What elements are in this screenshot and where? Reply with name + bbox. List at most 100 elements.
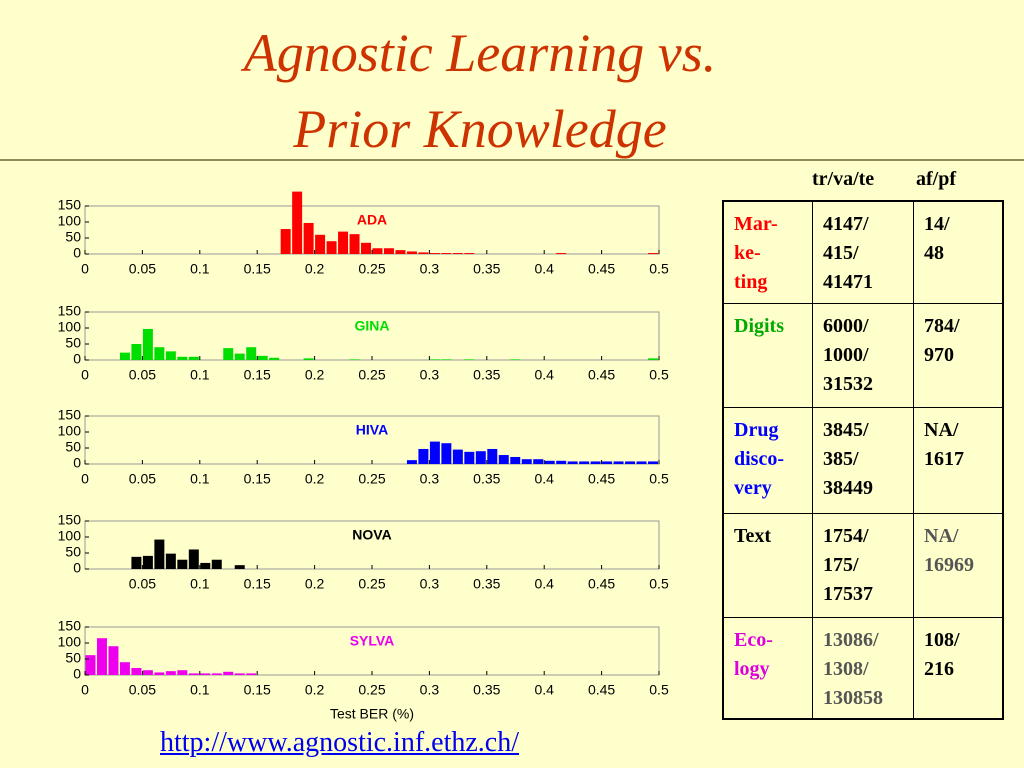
bar xyxy=(648,253,658,254)
x-tick-label: 0.05 xyxy=(129,471,156,487)
bar xyxy=(579,461,590,464)
table-cell: Digits xyxy=(722,302,813,408)
bar xyxy=(395,250,406,254)
x-tick-label: 0.1 xyxy=(190,682,210,698)
bar xyxy=(441,359,452,360)
slide-title: Agnostic Learning vs. xyxy=(243,23,717,83)
bar xyxy=(464,451,475,464)
bar xyxy=(108,646,119,675)
table-header: af/pf xyxy=(916,168,956,190)
y-tick-label: 150 xyxy=(58,197,82,213)
y-tick-label: 100 xyxy=(58,213,82,229)
bar xyxy=(223,671,234,675)
x-tick-label: 0.4 xyxy=(534,576,554,592)
x-tick-label: 0.5 xyxy=(649,367,669,383)
bar xyxy=(498,455,509,464)
x-tick-label: 0.2 xyxy=(305,576,325,592)
x-tick-label: 0.3 xyxy=(420,471,440,487)
bar xyxy=(96,638,107,675)
x-tick-label: 0.5 xyxy=(649,682,669,698)
y-tick-label: 150 xyxy=(58,618,82,634)
x-tick-label: 0.25 xyxy=(358,576,385,592)
bar xyxy=(441,443,452,464)
bar xyxy=(429,359,440,360)
bar xyxy=(154,672,165,675)
x-tick-label: 0.5 xyxy=(649,576,669,592)
chart-title: ADA xyxy=(357,212,387,228)
x-tick-label: 0.35 xyxy=(473,576,500,592)
bar xyxy=(154,539,165,569)
bar xyxy=(464,359,475,360)
bar xyxy=(372,248,383,254)
bar xyxy=(556,460,567,464)
x-tick-label: 0.35 xyxy=(473,682,500,698)
x-tick-label: 0.35 xyxy=(473,367,500,383)
y-tick-label: 0 xyxy=(73,351,81,367)
x-tick-label: 0.1 xyxy=(190,471,210,487)
bar xyxy=(475,451,486,464)
chart-title: NOVA xyxy=(352,527,391,543)
bar xyxy=(590,461,601,464)
bar xyxy=(154,347,165,360)
bar xyxy=(315,234,326,254)
link[interactable]: http://www.agnostic.inf.ethz.ch/ xyxy=(160,727,519,758)
bar xyxy=(326,241,337,254)
bar xyxy=(648,358,658,360)
x-tick-label: 0.35 xyxy=(473,261,500,277)
x-tick-label: 0.1 xyxy=(190,367,210,383)
x-tick-label: 0.05 xyxy=(129,261,156,277)
x-tick-label: 0.4 xyxy=(534,682,554,698)
bar xyxy=(521,459,532,464)
y-tick-label: 0 xyxy=(73,666,81,682)
bar xyxy=(567,461,578,464)
bar xyxy=(452,449,463,464)
bar xyxy=(177,670,188,675)
bar xyxy=(418,252,429,254)
bar xyxy=(188,549,199,569)
table-cell: 108/ 216 xyxy=(913,616,1004,720)
y-tick-label: 50 xyxy=(65,544,81,560)
bar xyxy=(211,673,222,675)
bar xyxy=(487,448,498,464)
table: Mar- ke- ting 4147/ 415/ 41471 14/ 48 Digit… xyxy=(722,200,1004,720)
bar xyxy=(533,459,544,464)
y-tick-label: 100 xyxy=(58,423,82,439)
x-tick-label: 0.2 xyxy=(305,682,325,698)
x-tick-label: 0.45 xyxy=(588,576,615,592)
x-tick-label: 0.15 xyxy=(244,471,271,487)
x-tick-label: 0.1 xyxy=(190,576,210,592)
bar xyxy=(142,328,153,360)
table-cell: 6000/ 1000/ 31532 xyxy=(812,302,914,408)
x-tick-label: 0.25 xyxy=(358,367,385,383)
table-cell: 784/ 970 xyxy=(913,302,1004,408)
bar xyxy=(338,231,349,254)
bar xyxy=(246,673,257,675)
x-tick-label: 0.3 xyxy=(420,682,440,698)
table-cell: 13086/ 1308/ 130858 xyxy=(812,616,914,720)
bar xyxy=(269,357,280,360)
table-row: Eco- logy 13086/ 1308/ 130858 108/ 216 xyxy=(722,616,1004,720)
x-tick-label: 0.25 xyxy=(358,682,385,698)
bar xyxy=(429,441,440,464)
bar xyxy=(383,248,394,254)
bar xyxy=(131,667,142,675)
bar xyxy=(452,253,463,254)
bar xyxy=(188,356,199,360)
bar xyxy=(292,191,303,254)
x-tick-label: 0.05 xyxy=(129,576,156,592)
y-tick-label: 50 xyxy=(65,439,81,455)
bar xyxy=(349,359,360,360)
bar xyxy=(188,673,199,675)
x-tick-label: 0.2 xyxy=(305,367,325,383)
x-axis-label: Test BER (%) xyxy=(330,706,414,722)
table-cell: NA/ 16969 xyxy=(913,512,1004,618)
x-tick-label: 0.5 xyxy=(649,471,669,487)
table-cell: 4147/ 415/ 41471 xyxy=(812,200,914,304)
x-tick-label: 0.4 xyxy=(534,367,554,383)
bar xyxy=(429,253,440,254)
bar xyxy=(418,448,429,464)
bar xyxy=(142,555,153,569)
bar xyxy=(131,344,142,360)
